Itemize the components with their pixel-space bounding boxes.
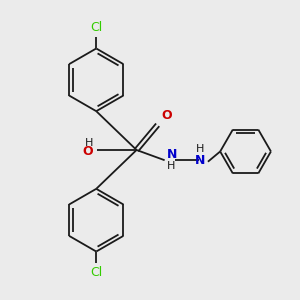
Text: H: H xyxy=(196,144,205,154)
Text: H: H xyxy=(167,160,176,171)
Text: N: N xyxy=(195,154,206,167)
Text: O: O xyxy=(82,145,93,158)
Text: H: H xyxy=(85,137,93,148)
Text: Cl: Cl xyxy=(90,21,102,34)
Text: O: O xyxy=(161,109,172,122)
Text: Cl: Cl xyxy=(90,266,102,279)
Text: N: N xyxy=(167,148,177,161)
